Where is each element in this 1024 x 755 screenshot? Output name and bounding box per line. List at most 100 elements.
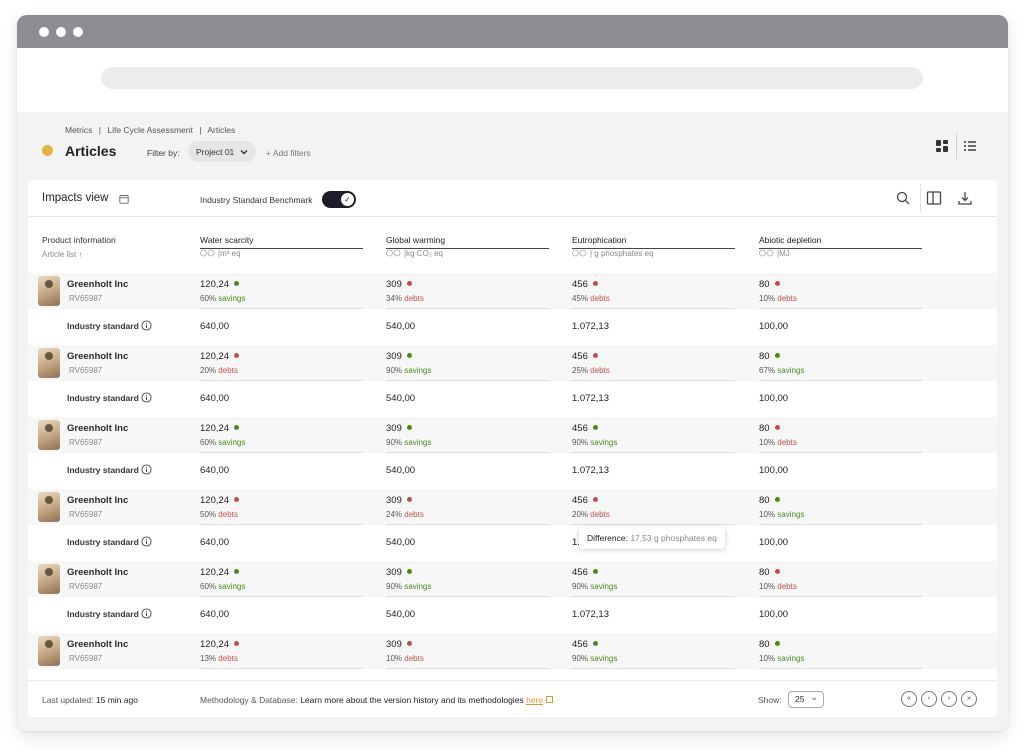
metric-cell[interactable]: 120,24 13% debts: [200, 633, 363, 669]
breadcrumb-separator: |: [98, 125, 101, 135]
industry-standard-value[interactable]: 100,00: [759, 537, 789, 548]
columns-icon[interactable]: [926, 190, 942, 206]
page-size-select[interactable]: 25: [788, 690, 824, 708]
industry-standard-value[interactable]: 100,00: [759, 393, 789, 404]
industry-standard-value[interactable]: 100,00: [759, 609, 789, 620]
delta-percent: 20%: [572, 510, 589, 519]
info-icon[interactable]: [141, 392, 152, 403]
next-page-button[interactable]: ›: [941, 691, 957, 707]
industry-standard-value[interactable]: 540,00: [386, 465, 416, 476]
article-row[interactable]: Greenholt Inc RV65987 120,24 13% debts 309 10…: [28, 633, 997, 669]
info-icon[interactable]: [141, 320, 152, 331]
metric-cell[interactable]: 80 10% debts: [759, 561, 922, 597]
article-list-sort[interactable]: Article list ↑: [42, 250, 83, 259]
first-page-button[interactable]: «: [901, 691, 917, 707]
industry-standard-value[interactable]: 540,00: [386, 393, 416, 404]
metric-cell[interactable]: 309 34% debts: [386, 273, 549, 309]
cell-divider: [386, 452, 549, 453]
metric-cell[interactable]: 309 24% debts: [386, 489, 549, 525]
metric-cell[interactable]: 120,24 20% debts: [200, 345, 363, 381]
metric-cell[interactable]: 80 10% savings: [759, 633, 922, 669]
industry-standard-value[interactable]: 100,00: [759, 465, 789, 476]
metric-cell[interactable]: 456 20% debts: [572, 489, 735, 525]
metric-cell[interactable]: 456 90% savings: [572, 561, 735, 597]
article-row[interactable]: Greenholt Inc RV65987 120,24 60% savings 309…: [28, 273, 997, 309]
industry-standard-value[interactable]: 1.072,13: [572, 465, 609, 476]
metric-cell[interactable]: 120,24 60% savings: [200, 417, 363, 453]
calendar-icon[interactable]: [119, 194, 129, 204]
add-filters-link[interactable]: + Add filters: [266, 148, 311, 158]
info-icon[interactable]: [141, 464, 152, 475]
metric-cell[interactable]: 120,24 50% debts: [200, 489, 363, 525]
url-bar[interactable]: [101, 67, 923, 89]
metric-cell[interactable]: 80 10% debts: [759, 417, 922, 453]
prev-page-button[interactable]: ‹: [921, 691, 937, 707]
search-icon[interactable]: [895, 190, 911, 206]
show-label: Show:: [758, 695, 782, 705]
breadcrumb-lca[interactable]: Life Cycle Assessment: [107, 125, 193, 135]
metric-header[interactable]: Eutrophication: [572, 235, 735, 249]
window-minimize-dot[interactable]: [56, 27, 66, 37]
list-view-icon[interactable]: [963, 139, 977, 153]
grid-view-icon[interactable]: [935, 139, 949, 153]
info-icon[interactable]: [141, 536, 152, 547]
metric-cell[interactable]: 456 25% debts: [572, 345, 735, 381]
article-row[interactable]: Greenholt Inc RV65987 120,24 50% debts 309 24…: [28, 489, 997, 525]
metric-cell[interactable]: 309 90% savings: [386, 417, 549, 453]
status-dot-icon: [592, 569, 598, 574]
metric-header[interactable]: Water scarcity: [200, 235, 363, 249]
metric-header[interactable]: Global warming: [386, 235, 549, 249]
cell-divider: [386, 380, 549, 381]
metric-cell[interactable]: 80 10% savings: [759, 489, 922, 525]
status-dot-icon: [774, 497, 780, 502]
industry-standard-value[interactable]: 640,00: [200, 321, 230, 332]
cell-divider: [759, 596, 922, 597]
industry-standard-value[interactable]: 640,00: [200, 393, 230, 404]
article-row[interactable]: Greenholt Inc RV65987 120,24 20% debts 309 90…: [28, 345, 997, 381]
industry-standard-value[interactable]: 1.072,13: [572, 393, 609, 404]
breadcrumb-separator: |: [199, 125, 202, 135]
last-page-button[interactable]: »: [961, 691, 977, 707]
metric-cell[interactable]: 80 10% debts: [759, 273, 922, 309]
industry-standard-value[interactable]: 100,00: [759, 321, 789, 332]
metric-cell[interactable]: 80 67% savings: [759, 345, 922, 381]
delta-percent: 90%: [386, 366, 403, 375]
metric-cell[interactable]: 309 90% savings: [386, 561, 549, 597]
window-maximize-dot[interactable]: [73, 27, 83, 37]
metric-cell[interactable]: 456 90% savings: [572, 633, 735, 669]
industry-standard-value[interactable]: 540,00: [386, 321, 416, 332]
breadcrumb-metrics[interactable]: Metrics: [65, 125, 93, 135]
article-row[interactable]: Greenholt Inc RV65987 120,24 60% savings 309…: [28, 561, 997, 597]
info-icon[interactable]: [141, 608, 152, 619]
industry-standard-value[interactable]: 640,00: [200, 609, 230, 620]
metric-unit-text: |m³ eq: [218, 249, 241, 258]
industry-standard-value[interactable]: 640,00: [200, 537, 230, 548]
industry-standard-value[interactable]: 540,00: [386, 609, 416, 620]
industry-standard-value[interactable]: 540,00: [386, 537, 416, 548]
industry-standard-row: Industry standard 640,00 540,00 1. 100,00: [28, 525, 997, 561]
industry-standard-value[interactable]: 1.072,13: [572, 321, 609, 332]
benchmark-toggle[interactable]: ✓: [322, 191, 356, 208]
status-dot-icon: [774, 353, 780, 358]
download-icon[interactable]: [957, 190, 973, 206]
industry-standard-value[interactable]: 1.: [572, 537, 580, 548]
metric-cell[interactable]: 309 90% savings: [386, 345, 549, 381]
metric-header[interactable]: Abiotic depletion: [759, 235, 922, 249]
metric-cell[interactable]: 309 10% debts: [386, 633, 549, 669]
metric-cell[interactable]: 456 90% savings: [572, 417, 735, 453]
industry-standard-value[interactable]: 640,00: [200, 465, 230, 476]
methodology-link[interactable]: here: [526, 695, 544, 705]
article-row[interactable]: Greenholt Inc RV65987 120,24 60% savings 309…: [28, 417, 997, 453]
window-close-dot[interactable]: [39, 27, 49, 37]
industry-standard-label: Industry standard: [67, 537, 139, 547]
status-dot-icon: [234, 281, 240, 286]
project-filter-dropdown[interactable]: Project 01: [188, 141, 257, 162]
product-thumbnail: [38, 276, 60, 306]
metric-cell[interactable]: 120,24 60% savings: [200, 561, 363, 597]
metric-cell[interactable]: 120,24 60% savings: [200, 273, 363, 309]
external-link-icon[interactable]: [546, 696, 554, 703]
delta-percent: 90%: [572, 654, 589, 663]
breadcrumb-articles[interactable]: Articles: [207, 125, 236, 135]
metric-cell[interactable]: 456 45% debts: [572, 273, 735, 309]
industry-standard-value[interactable]: 1.072,13: [572, 609, 609, 620]
